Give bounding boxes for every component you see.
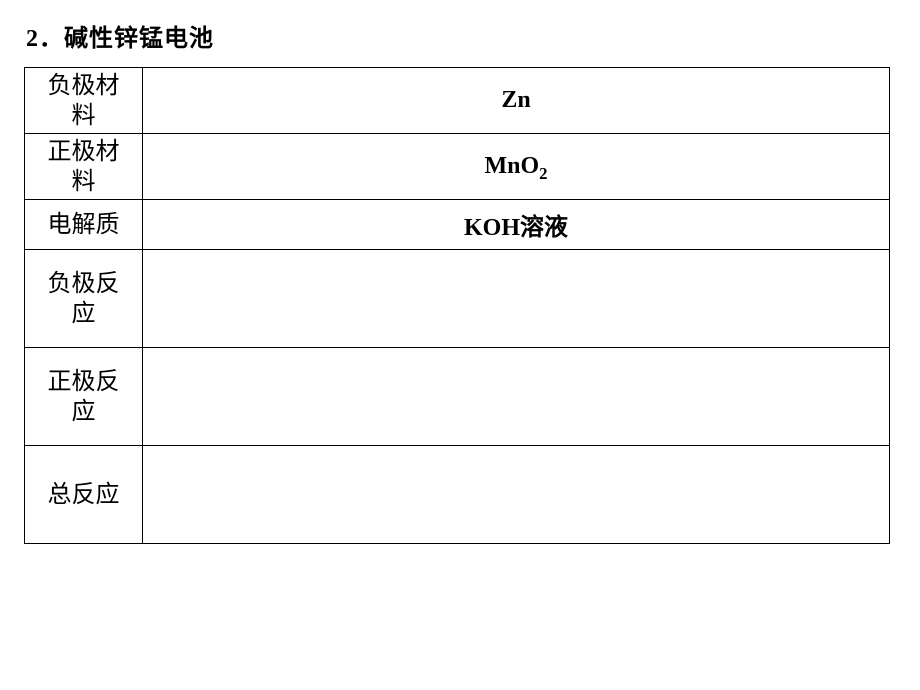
battery-table: 负极材料Zn正极材料MnO2电解质KOH溶液负极反应正极反应总反应 (24, 67, 890, 544)
table-row: 正极反应 (25, 348, 890, 446)
row-label: 电解质 (25, 200, 143, 250)
row-value: MnO2 (143, 134, 890, 200)
row-value (143, 348, 890, 446)
row-value: KOH溶液 (143, 200, 890, 250)
row-label: 总反应 (25, 446, 143, 544)
table-row: 负极材料Zn (25, 68, 890, 134)
row-value (143, 250, 890, 348)
battery-table-body: 负极材料Zn正极材料MnO2电解质KOH溶液负极反应正极反应总反应 (25, 68, 890, 544)
table-row: 负极反应 (25, 250, 890, 348)
table-row: 总反应 (25, 446, 890, 544)
section-heading: 2．碱性锌锰电池 (26, 18, 896, 53)
row-label: 正极材料 (25, 134, 143, 200)
row-label: 负极材料 (25, 68, 143, 134)
row-label: 正极反应 (25, 348, 143, 446)
table-row: 正极材料MnO2 (25, 134, 890, 200)
row-value (143, 446, 890, 544)
row-label: 负极反应 (25, 250, 143, 348)
row-value: Zn (143, 68, 890, 134)
table-row: 电解质KOH溶液 (25, 200, 890, 250)
